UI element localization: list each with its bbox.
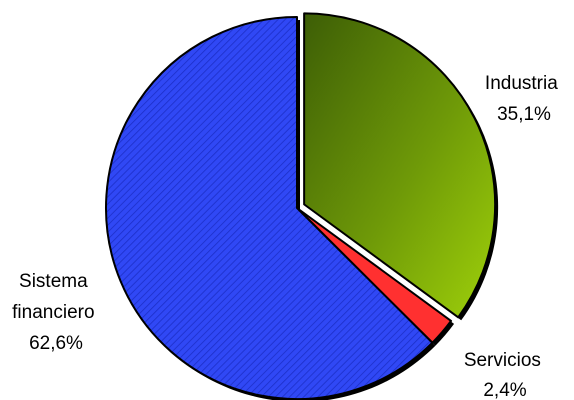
label-servicios: Servicios 2,4% bbox=[464, 350, 546, 400]
slice-labels: Industria 35,1% Servicios 2,4% Sistema f… bbox=[12, 73, 563, 400]
slice-sistema-financiero bbox=[105, 16, 434, 400]
label-industria: Industria 35,1% bbox=[485, 73, 563, 125]
label-sistema-financiero: Sistema financiero 62,6% bbox=[12, 271, 100, 354]
pie-slices bbox=[105, 12, 499, 400]
slice-industria bbox=[303, 12, 497, 319]
